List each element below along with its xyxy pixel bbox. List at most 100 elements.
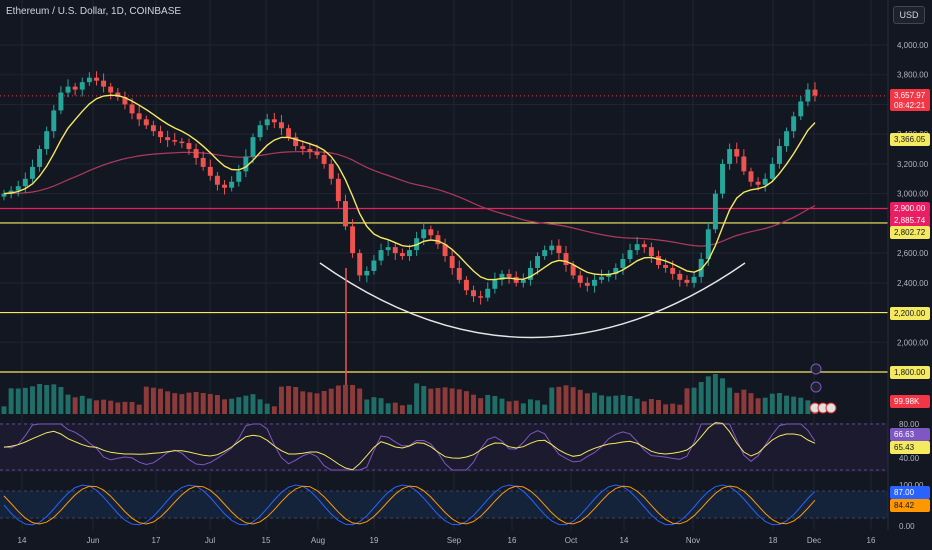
volume-bar xyxy=(641,401,647,414)
volume-bar xyxy=(115,402,121,414)
candle-body xyxy=(108,86,114,93)
rsi-tick-label: 40.00 xyxy=(899,454,920,463)
volume-bar xyxy=(236,397,242,414)
time-tick-label: 14 xyxy=(18,536,27,545)
candle-body xyxy=(442,244,448,257)
volume-bar xyxy=(250,394,256,414)
volume-bar xyxy=(492,396,498,414)
volume-bar xyxy=(727,387,733,414)
candle-body xyxy=(293,137,299,147)
volume-bar xyxy=(584,393,590,414)
candle-body xyxy=(51,110,57,132)
time-tick-label: Jun xyxy=(87,536,100,545)
volume-bar xyxy=(506,401,512,414)
last-price-tag-sub: 08:42:21 xyxy=(894,101,926,110)
time-tick-label: Sep xyxy=(447,536,462,545)
candle-body xyxy=(257,125,263,138)
candle-body xyxy=(485,288,491,298)
volume-bar xyxy=(591,392,597,414)
candle-body xyxy=(591,279,597,286)
ema-slow-tag-bg xyxy=(890,214,930,227)
volume-bar xyxy=(22,387,28,414)
volume-bar xyxy=(335,385,341,414)
volume-bar xyxy=(378,398,384,414)
ema-slow-tag: 2,885.74 xyxy=(894,216,926,225)
volume-bar xyxy=(776,393,782,414)
volume-bars xyxy=(1,374,818,414)
level-2900-tag: 2,900.00 xyxy=(894,204,926,213)
time-tick-label: Oct xyxy=(565,536,578,545)
candle-body xyxy=(435,235,441,245)
volume-bar xyxy=(485,395,491,414)
rsi-ma-tag-bg xyxy=(890,441,930,454)
level-1800-tag: 1,800.00 xyxy=(894,368,926,377)
horizontal-levels[interactable] xyxy=(0,95,888,373)
candle-body xyxy=(720,163,725,194)
currency-button[interactable]: USD xyxy=(893,6,925,24)
volume-bar xyxy=(542,404,548,414)
stoch-d-tag: 84.42 xyxy=(894,501,915,510)
volume-bar xyxy=(307,392,313,414)
volume-bar xyxy=(513,400,519,414)
volume-bar xyxy=(172,393,178,414)
volume-bar xyxy=(257,399,263,414)
symbol-title: Ethereum / U.S. Dollar, 1D, COINBASE xyxy=(6,6,182,17)
volume-bar xyxy=(1,406,7,414)
volume-bar xyxy=(392,402,398,414)
candle-body xyxy=(350,226,356,254)
volume-bar xyxy=(499,398,505,414)
volume-bar xyxy=(200,393,206,414)
volume-bar xyxy=(371,397,377,414)
cup-arc[interactable] xyxy=(319,262,746,339)
volume-bar xyxy=(599,395,605,414)
candle-body xyxy=(677,273,683,280)
volume-bar xyxy=(769,393,775,414)
volume-bar xyxy=(784,395,790,414)
candle-body xyxy=(798,101,804,117)
time-tick-label: Jul xyxy=(205,536,215,545)
candle-body xyxy=(656,256,661,265)
time-tick-label: Nov xyxy=(686,536,700,545)
candle-body xyxy=(378,250,384,261)
volume-bar xyxy=(755,398,761,414)
volume-bar xyxy=(613,395,619,414)
candle-body xyxy=(229,181,235,188)
volume-bar xyxy=(527,399,533,414)
level-1800-tag-bg xyxy=(890,366,930,379)
candle-body xyxy=(684,279,690,283)
candle-body xyxy=(549,245,555,251)
volume-bar xyxy=(620,395,626,414)
volume-bar xyxy=(563,385,569,414)
volume-bar xyxy=(577,389,583,414)
candle-body xyxy=(527,267,533,280)
volume-bar xyxy=(414,383,420,414)
volume-bar xyxy=(535,400,541,414)
time-tick-label: 17 xyxy=(152,536,161,545)
volume-bar xyxy=(684,388,690,414)
candle-body xyxy=(101,80,107,87)
candle-body xyxy=(784,131,790,147)
price-tick-label: 3,200.00 xyxy=(897,160,929,169)
candle-body xyxy=(769,163,775,179)
price-tick-label: 2,400.00 xyxy=(897,279,929,288)
candles xyxy=(1,71,818,408)
candle-body xyxy=(8,190,14,194)
candle-body xyxy=(150,125,156,132)
candle-body xyxy=(165,137,171,141)
time-axis[interactable]: 14 Jun 17 Jul 15 Aug 19 Sep 16 Oct 14 Nov 18 Dec 16 xyxy=(18,536,876,545)
volume-bar xyxy=(656,400,661,414)
price-tick-label: 2,000.00 xyxy=(897,338,929,347)
volume-tag-bg xyxy=(890,395,930,408)
volume-bar xyxy=(549,387,555,414)
event-plus-icon xyxy=(810,363,822,375)
candle-body xyxy=(186,143,192,150)
candle-body xyxy=(599,276,605,280)
candle-body xyxy=(86,77,92,83)
volume-bar xyxy=(648,399,654,414)
volume-bar xyxy=(122,401,128,414)
candle-body xyxy=(584,282,590,286)
volume-tag: 99.98K xyxy=(894,397,920,406)
volume-bar xyxy=(520,403,526,414)
